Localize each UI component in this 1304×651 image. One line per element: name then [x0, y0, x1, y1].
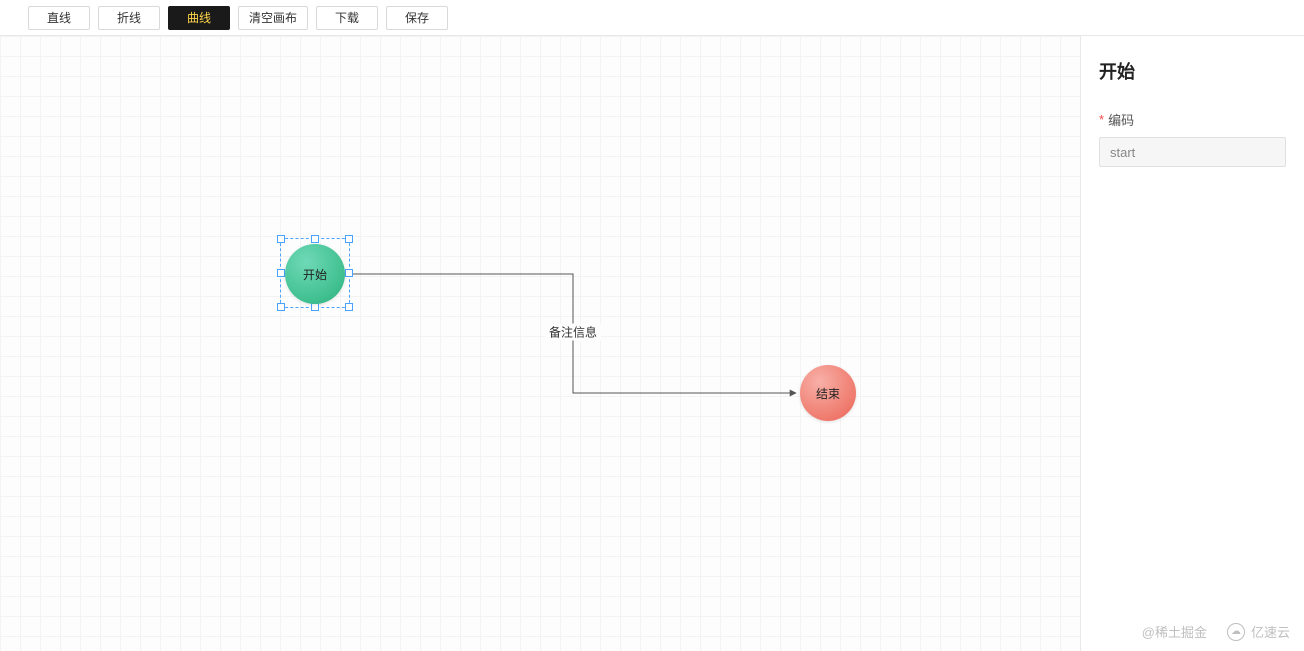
curve-button[interactable]: 曲线 [168, 6, 230, 30]
toolbar: 直线 折线 曲线 清空画布 下载 保存 [0, 0, 1304, 36]
resize-handle-w[interactable] [277, 269, 285, 277]
flow-canvas[interactable]: 备注信息 开始 结束 [0, 36, 1080, 651]
watermarks: @稀土掘金 ☁ 亿速云 [1142, 622, 1290, 641]
node-end-label: 结束 [816, 385, 840, 402]
resize-handle-e[interactable] [345, 269, 353, 277]
edge-label[interactable]: 备注信息 [545, 324, 601, 341]
save-button[interactable]: 保存 [386, 6, 448, 30]
field-label-code: * 编码 [1099, 110, 1286, 129]
required-star-icon: * [1099, 112, 1104, 127]
cloud-icon: ☁ [1227, 623, 1245, 641]
resize-handle-n[interactable] [311, 235, 319, 243]
watermark-yisu: ☁ 亿速云 [1227, 622, 1290, 641]
node-start-label: 开始 [303, 266, 327, 283]
clear-canvas-button[interactable]: 清空画布 [238, 6, 308, 30]
workspace: 备注信息 开始 结束 开始 * 编码 [0, 36, 1304, 651]
resize-handle-ne[interactable] [345, 235, 353, 243]
polyline-button[interactable]: 折线 [98, 6, 160, 30]
properties-panel: 开始 * 编码 [1080, 36, 1304, 651]
resize-handle-nw[interactable] [277, 235, 285, 243]
field-label-text: 编码 [1108, 110, 1134, 129]
resize-handle-sw[interactable] [277, 303, 285, 311]
code-input[interactable] [1099, 137, 1286, 167]
edge-layer [0, 36, 1080, 651]
watermark-juejin-text: @稀土掘金 [1142, 622, 1207, 641]
watermark-yisu-text: 亿速云 [1251, 622, 1290, 641]
resize-handle-se[interactable] [345, 303, 353, 311]
resize-handle-s[interactable] [311, 303, 319, 311]
node-end[interactable]: 结束 [800, 365, 856, 421]
line-button[interactable]: 直线 [28, 6, 90, 30]
watermark-juejin: @稀土掘金 [1142, 622, 1207, 641]
node-start[interactable]: 开始 [285, 244, 345, 304]
download-button[interactable]: 下载 [316, 6, 378, 30]
panel-title: 开始 [1099, 58, 1286, 84]
